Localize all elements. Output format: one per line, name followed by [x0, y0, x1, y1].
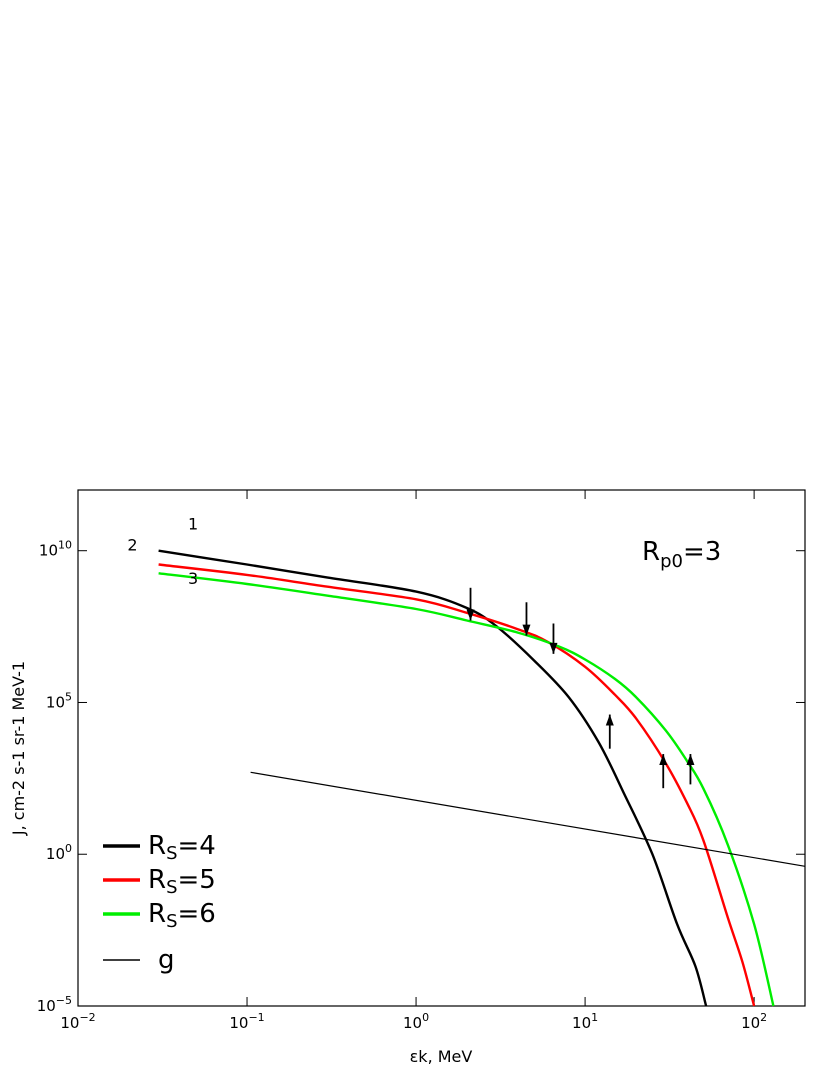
y-tick-label: 100 — [46, 842, 72, 863]
x-tick-label: 102 — [741, 1011, 767, 1032]
series-line-g — [250, 771, 806, 867]
x-tick-label: 100 — [403, 1011, 429, 1032]
arrow-head — [522, 624, 531, 636]
arrow-head — [466, 609, 475, 621]
series-line-3 — [158, 572, 775, 1007]
parameter-annotation: Rp0=3 — [642, 537, 721, 572]
x-tick-label: 10−2 — [60, 1011, 95, 1032]
plot-frame — [77, 489, 806, 1007]
arrows — [466, 587, 695, 789]
legend-label: RS=6 — [148, 899, 216, 932]
arrow-head — [605, 714, 614, 726]
x-tick-label: 10−1 — [229, 1011, 264, 1032]
series-line-1 — [158, 549, 708, 1007]
arrow-head — [659, 754, 668, 766]
labels: 1 2 3 Rp0=3 — [127, 514, 721, 588]
curve-label: 1 — [188, 514, 198, 533]
x-tick-label: 101 — [572, 1011, 598, 1032]
y-tick-label: 10−5 — [37, 994, 72, 1015]
y-tick-label: 1010 — [39, 539, 72, 560]
y-tick-label: 105 — [46, 690, 72, 711]
legend: RS=4RS=5RS=6 g — [103, 831, 216, 975]
curve-label: 3 — [188, 569, 198, 588]
series-line-2 — [158, 563, 756, 1007]
legend-label: RS=5 — [148, 865, 216, 898]
y-axis-label: J, cm-2 s-1 sr-1 MeV-1 — [9, 661, 28, 836]
legend-label: RS=4 — [148, 831, 216, 864]
curve-label: 2 — [127, 536, 137, 555]
x-axis-label: εk, MeV — [410, 1047, 473, 1066]
arrow-head — [549, 642, 558, 654]
series — [158, 549, 806, 1007]
arrow-head — [686, 754, 695, 766]
legend-label: g — [158, 945, 175, 975]
